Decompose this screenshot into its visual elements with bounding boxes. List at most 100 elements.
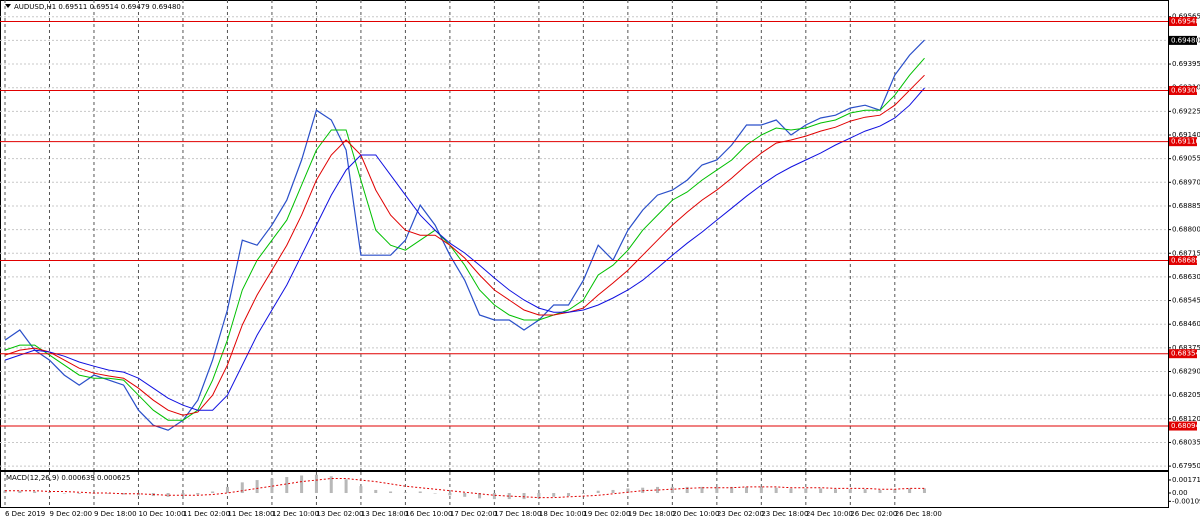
macd-bar <box>122 493 126 495</box>
macd-bar <box>374 489 378 494</box>
x-tick-label: 13 Dec 18:00 <box>361 510 408 518</box>
y-tick-label: 0.69055 <box>1172 155 1200 163</box>
macd-bar <box>522 493 526 500</box>
level-label: 0.68689 <box>1171 256 1200 264</box>
y-tick-label: 0.69565 <box>1172 13 1200 21</box>
level-label-box <box>1169 137 1197 147</box>
price-line <box>4 74 925 416</box>
x-tick-label: 19 Dec 02:00 <box>583 510 630 518</box>
x-tick-label: 12 Dec 10:00 <box>272 510 319 518</box>
level-label: 0.68094 <box>1171 422 1200 430</box>
macd-bar <box>166 493 170 497</box>
macd-bar <box>33 491 37 494</box>
menu-arrow <box>5 4 11 8</box>
macd-bar <box>567 493 571 497</box>
chart-title: AUDUSD,H1 0.69511 0.69514 0.69479 0.6948… <box>14 3 181 11</box>
level-label: 0.69116 <box>1171 138 1200 146</box>
macd-bar <box>478 493 482 499</box>
y-tick-label: 0.68375 <box>1172 344 1200 352</box>
level-label-box <box>1169 255 1197 265</box>
macd-bar <box>700 486 704 494</box>
macd-bar <box>77 493 81 494</box>
macd-bar <box>196 493 200 495</box>
macd-bar <box>789 488 793 494</box>
macd-bar <box>537 493 541 499</box>
y-tick-label: 0.68545 <box>1172 297 1200 305</box>
macd-bar <box>507 493 511 500</box>
macd-bar <box>300 475 304 494</box>
macd-bar <box>656 486 660 494</box>
x-tick-label: 20 Dec 10:00 <box>672 510 719 518</box>
y-tick-label: 0.69225 <box>1172 107 1200 115</box>
y-tick-label: 0.69395 <box>1172 60 1200 68</box>
x-tick-label: 26 Dec 18:00 <box>895 510 942 518</box>
x-tick-label: 18 Dec 10:00 <box>539 510 586 518</box>
main-pane <box>0 0 1169 471</box>
macd-bar <box>863 489 867 494</box>
y-tick-label: -0.001093 <box>1172 497 1200 505</box>
level-label: 0.69548 <box>1171 17 1200 25</box>
macd-bar <box>285 477 289 494</box>
macd-bar <box>715 486 719 494</box>
macd-bar <box>47 492 51 494</box>
macd-bar <box>922 488 926 494</box>
x-tick-label: 6 Dec 2019 <box>5 510 45 518</box>
macd-bar <box>418 491 422 494</box>
current-price-box <box>1169 35 1197 45</box>
macd-bar <box>18 490 22 494</box>
current-price-label: 0.69480 <box>1171 36 1200 44</box>
macd-bar <box>359 486 363 494</box>
macd-title: MACD(12,26,9) 0.000639 0.000625 <box>6 474 130 482</box>
x-tick-label: 23 Dec 02:00 <box>717 510 764 518</box>
macd-bar <box>225 486 229 494</box>
price-line <box>4 39 925 431</box>
macd-bar <box>492 493 496 500</box>
macd-bar <box>552 493 556 497</box>
y-tick-label: 0.68035 <box>1172 438 1200 446</box>
x-tick-label: 24 Dec 10:00 <box>806 510 853 518</box>
y-tick-label: 0.68885 <box>1172 202 1200 210</box>
macd-bar <box>463 493 467 497</box>
y-tick-label: 0.68970 <box>1172 178 1200 186</box>
macd-bar <box>107 493 111 494</box>
macd-bar <box>403 492 407 494</box>
level-label-box <box>1169 16 1197 26</box>
macd-bar <box>685 486 689 494</box>
x-tick-label: 13 Dec 02:00 <box>316 510 363 518</box>
x-tick-label: 17 Dec 18:00 <box>494 510 541 518</box>
x-tick-label: 11 Dec 02:00 <box>183 510 230 518</box>
macd-bar <box>270 478 274 494</box>
x-tick-label: 10 Dec 10:00 <box>138 510 185 518</box>
y-tick-label: 0.68800 <box>1172 226 1200 234</box>
macd-bar <box>181 493 185 497</box>
y-tick-label: 0.68205 <box>1172 391 1200 399</box>
price-line <box>4 57 925 421</box>
macd-bar <box>759 486 763 494</box>
macd-bar <box>448 493 452 496</box>
level-label: 0.69300 <box>1171 86 1200 94</box>
macd-bar <box>774 487 778 494</box>
x-tick-label: 16 Dec 10:00 <box>405 510 452 518</box>
macd-bar <box>893 489 897 494</box>
macd-bar <box>804 488 808 494</box>
y-tick-label: 0.68120 <box>1172 415 1200 423</box>
x-tick-label: 9 Dec 18:00 <box>94 510 137 518</box>
y-tick-label: 0.00 <box>1172 489 1188 497</box>
macd-bar <box>596 490 600 494</box>
macd-bar <box>329 476 333 494</box>
y-tick-label: 0.68630 <box>1172 273 1200 281</box>
x-tick-label: 9 Dec 02:00 <box>49 510 92 518</box>
macd-pane <box>0 471 1169 508</box>
macd-bar <box>730 486 734 494</box>
level-label-box <box>1169 349 1197 359</box>
x-tick-label: 23 Dec 18:00 <box>761 510 808 518</box>
macd-bar <box>833 489 837 494</box>
macd-bar <box>908 488 912 494</box>
level-label-box <box>1169 421 1197 431</box>
x-tick-label: 19 Dec 18:00 <box>628 510 675 518</box>
price-line <box>4 87 925 411</box>
y-tick-label: 0.68290 <box>1172 368 1200 376</box>
macd-bar <box>389 491 393 494</box>
